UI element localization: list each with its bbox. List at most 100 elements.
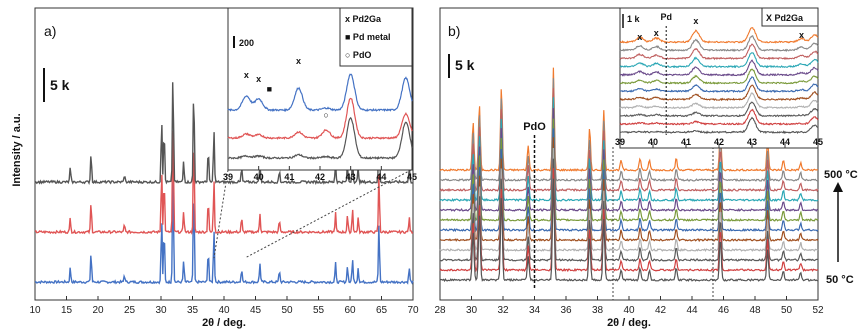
x-tick-label: 42 bbox=[655, 305, 667, 316]
inset-series-line bbox=[620, 116, 819, 135]
panel-a-label: a) bbox=[44, 23, 56, 39]
inset-series-line bbox=[619, 84, 819, 102]
panel-a-legend-pd-metal: ■ Pd metal bbox=[345, 32, 390, 42]
inset-peak-marker: ■ bbox=[267, 84, 272, 94]
panel-a-inset: 39 40 41 42 43 44 45 x x■x○ 200 x Pd2Ga ■ Pd me… bbox=[223, 7, 417, 182]
inset-series-line bbox=[619, 68, 819, 85]
inset-peak-marker: ○ bbox=[323, 110, 328, 120]
inset-x-tick-label: 42 bbox=[315, 172, 325, 182]
x-tick-label: 30 bbox=[155, 305, 167, 316]
inset-peak-marker: x bbox=[244, 70, 249, 80]
x-tick-label: 70 bbox=[407, 305, 419, 316]
panel-a-zoom-line-left bbox=[213, 169, 229, 259]
x-tick-label: 35 bbox=[187, 305, 199, 316]
x-tick-label: 32 bbox=[497, 305, 509, 316]
panel-a-inset-traces bbox=[227, 73, 413, 160]
inset-x-tick-label: 40 bbox=[254, 172, 264, 182]
inset-peak-marker: x bbox=[637, 32, 642, 42]
panel-a-legend-pd2ga: x Pd2Ga bbox=[345, 14, 382, 24]
panel-b-inset-pd-annotation: Pd bbox=[660, 12, 672, 22]
panel-b-inset-x-ticks: 39 40 41 42 43 44 45 bbox=[615, 137, 823, 148]
panel-a-scale-label: 5 k bbox=[50, 77, 70, 93]
panel-b-scale-label: 5 k bbox=[455, 57, 475, 73]
inset-peak-marker: x bbox=[296, 56, 301, 66]
inset-x-tick-label: 42 bbox=[714, 137, 724, 147]
inset-series-line bbox=[227, 73, 413, 113]
x-tick-label: 40 bbox=[623, 305, 635, 316]
x-tick-label: 28 bbox=[434, 305, 446, 316]
panel-b-inset-markers: x x x x bbox=[637, 16, 804, 42]
inset-peak-marker: x bbox=[654, 28, 659, 38]
panel-a-legend-pdo: ○ PdO bbox=[345, 50, 371, 60]
inset-series-line bbox=[619, 75, 819, 94]
x-tick-label: 40 bbox=[218, 305, 230, 316]
panel-b-traces bbox=[439, 67, 819, 283]
inset-x-tick-label: 40 bbox=[648, 137, 658, 147]
inset-series-line bbox=[227, 116, 413, 160]
inset-series-line bbox=[620, 59, 819, 77]
inset-series-line bbox=[619, 108, 819, 126]
inset-x-tick-label: 41 bbox=[284, 172, 294, 182]
series-line bbox=[34, 82, 414, 186]
x-tick-label: 60 bbox=[344, 305, 356, 316]
inset-series-line bbox=[227, 97, 413, 140]
panel-a-inset-markers: x x■x○ bbox=[244, 56, 329, 120]
x-tick-label: 46 bbox=[718, 305, 730, 316]
panel-b: 28 30 32 34 36 38 40 42 44 46 48 50 52 b) 5 k 2θ / d… bbox=[434, 7, 858, 329]
panel-a-inset-x-ticks: 39 40 41 42 43 44 45 bbox=[223, 166, 417, 182]
panel-b-temp-top: 500 °C bbox=[824, 169, 858, 181]
inset-series-line bbox=[619, 52, 819, 69]
x-tick-label: 65 bbox=[376, 305, 388, 316]
inset-series-line bbox=[619, 101, 819, 118]
x-tick-label: 38 bbox=[592, 305, 604, 316]
panel-b-inset: 39 40 41 42 43 44 45 x x x x Pd 1 k X Pd2Ga bbox=[615, 7, 823, 149]
inset-peak-marker: x bbox=[256, 74, 261, 84]
panel-b-x-axis-label: 2θ / deg. bbox=[607, 317, 651, 329]
panel-a-y-axis-label: Intensity / a.u. bbox=[11, 113, 23, 186]
x-tick-label: 50 bbox=[281, 305, 293, 316]
inset-x-tick-label: 45 bbox=[407, 172, 417, 182]
inset-series-line bbox=[619, 35, 819, 53]
series-line bbox=[34, 130, 414, 235]
inset-peak-marker: x bbox=[799, 30, 804, 40]
panel-b-x-ticks: 28 30 32 34 36 38 40 42 44 46 48 50 52 bbox=[434, 296, 824, 316]
inset-series-line bbox=[619, 92, 819, 110]
x-tick-label: 36 bbox=[560, 305, 572, 316]
panel-b-legend-pd2ga: X Pd2Ga bbox=[766, 13, 804, 23]
inset-x-tick-label: 43 bbox=[747, 137, 757, 147]
inset-x-tick-label: 39 bbox=[615, 137, 625, 147]
panel-a-inset-legend-box bbox=[339, 7, 413, 67]
series-line bbox=[439, 137, 819, 243]
inset-x-tick-label: 44 bbox=[376, 172, 386, 182]
x-tick-label: 44 bbox=[686, 305, 698, 316]
panel-b-inset-frame bbox=[619, 7, 819, 149]
inset-x-tick-label: 39 bbox=[223, 172, 233, 182]
panel-a-inset-scale-label: 200 bbox=[239, 38, 254, 48]
panel-b-temp-bottom: 50 °C bbox=[826, 274, 854, 286]
x-tick-label: 20 bbox=[92, 305, 104, 316]
x-tick-label: 10 bbox=[29, 305, 41, 316]
inset-peak-marker: x bbox=[693, 16, 698, 26]
x-tick-label: 55 bbox=[313, 305, 325, 316]
inset-x-tick-label: 41 bbox=[681, 137, 691, 147]
panel-a: 10 15 20 25 30 35 40 45 50 55 60 65 70 a) 5 k 2θ / d… bbox=[11, 7, 419, 329]
panel-b-temp-arrow-head bbox=[833, 182, 843, 192]
panel-a-x-ticks: 10 15 20 25 30 35 40 45 50 55 60 65 70 bbox=[29, 296, 419, 316]
panel-a-zoom-line-right bbox=[244, 169, 412, 259]
panel-b-inset-scale-label: 1 k bbox=[627, 14, 641, 24]
x-tick-label: 48 bbox=[749, 305, 761, 316]
x-tick-label: 34 bbox=[529, 305, 541, 316]
inset-x-tick-label: 44 bbox=[780, 137, 790, 147]
inset-x-tick-label: 43 bbox=[346, 172, 356, 182]
panel-b-inset-traces bbox=[619, 27, 819, 135]
inset-x-tick-label: 45 bbox=[813, 137, 823, 147]
inset-series-line bbox=[619, 27, 819, 44]
panel-b-pdo-annotation: PdO bbox=[523, 121, 546, 133]
panel-a-traces bbox=[34, 82, 414, 285]
x-tick-label: 25 bbox=[124, 305, 136, 316]
series-line bbox=[34, 182, 414, 285]
x-tick-label: 30 bbox=[466, 305, 478, 316]
x-tick-label: 50 bbox=[781, 305, 793, 316]
panel-a-x-axis-label: 2θ / deg. bbox=[202, 317, 246, 329]
